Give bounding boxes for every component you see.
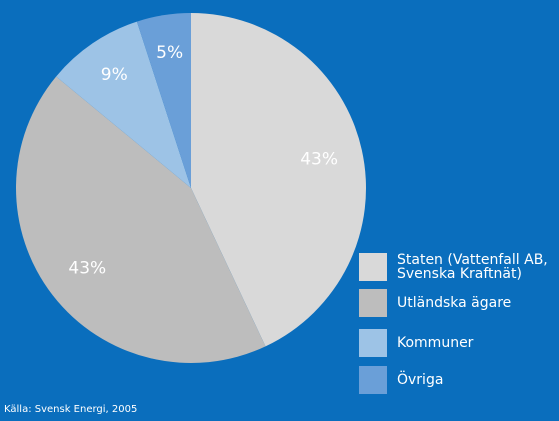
data-label: 5%: [156, 43, 183, 63]
legend-label: Kommuner: [397, 335, 474, 351]
legend-label: Övriga: [397, 372, 444, 388]
pie-slice: [15, 76, 266, 363]
data-label: 9%: [101, 65, 128, 85]
legend-item: Staten (Vattenfall AB, Svenska Kraftnät): [359, 253, 555, 281]
legend-swatch: [359, 253, 387, 281]
data-label: 43%: [300, 149, 338, 169]
legend-label: Staten (Vattenfall AB, Svenska Kraftnät): [397, 252, 548, 282]
legend-swatch: [359, 366, 387, 394]
pie-slice: [191, 13, 366, 347]
legend-swatch: [359, 329, 387, 357]
pie-slice: [136, 13, 191, 188]
legend-item: Utländska ägare: [359, 289, 555, 317]
legend-label: Utländska ägare: [397, 295, 512, 311]
legend-swatch: [359, 289, 387, 317]
data-label: 43%: [68, 258, 106, 278]
source: Källa: Svensk Energi, 2005: [4, 404, 138, 415]
pie-slice: [56, 21, 191, 188]
legend-item: Övriga: [359, 366, 555, 394]
legend-item: Kommuner: [359, 329, 555, 357]
